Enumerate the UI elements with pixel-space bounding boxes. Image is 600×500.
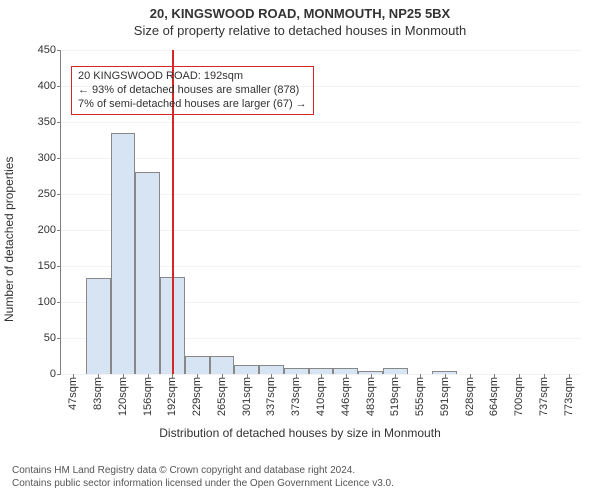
ytick-label: 400 bbox=[38, 80, 61, 92]
ytick-label: 200 bbox=[38, 224, 61, 236]
annotation-box: 20 KINGSWOOD ROAD: 192sqm ← 93% of detac… bbox=[71, 66, 314, 115]
histogram-bar bbox=[234, 365, 259, 374]
x-axis-label: Distribution of detached houses by size … bbox=[0, 426, 600, 440]
xtick-label: 628sqm bbox=[464, 374, 476, 416]
xtick-label: 337sqm bbox=[265, 374, 277, 416]
xtick-label: 737sqm bbox=[538, 374, 550, 416]
gridline bbox=[61, 50, 581, 51]
histogram-bar bbox=[185, 356, 210, 374]
xtick-label: 47sqm bbox=[67, 374, 79, 410]
xtick-label: 83sqm bbox=[92, 374, 104, 410]
gridline bbox=[61, 158, 581, 159]
histogram-bar bbox=[135, 172, 160, 374]
ytick-label: 250 bbox=[38, 188, 61, 200]
ytick-label: 350 bbox=[38, 116, 61, 128]
y-axis-label: Number of detached properties bbox=[2, 157, 16, 322]
attribution-line: Contains public sector information licen… bbox=[12, 477, 394, 490]
xtick-label: 591sqm bbox=[439, 374, 451, 416]
ytick-label: 0 bbox=[50, 368, 61, 380]
xtick-label: 446sqm bbox=[340, 374, 352, 416]
xtick-label: 156sqm bbox=[142, 374, 154, 416]
histogram-bar bbox=[210, 356, 235, 374]
xtick-label: 265sqm bbox=[216, 374, 228, 416]
xtick-label: 192sqm bbox=[166, 374, 178, 416]
xtick-label: 773sqm bbox=[563, 374, 575, 416]
histogram-bar bbox=[86, 278, 111, 374]
xtick-label: 301sqm bbox=[241, 374, 253, 416]
xtick-label: 410sqm bbox=[315, 374, 327, 416]
ytick-label: 50 bbox=[44, 332, 61, 344]
ytick-label: 450 bbox=[38, 44, 61, 56]
chart-container: Number of detached properties 0501001502… bbox=[0, 44, 600, 444]
xtick-label: 664sqm bbox=[488, 374, 500, 416]
page-subtitle: Size of property relative to detached ho… bbox=[0, 21, 600, 38]
attribution: Contains HM Land Registry data © Crown c… bbox=[12, 464, 394, 490]
histogram-bar bbox=[259, 365, 284, 374]
xtick-label: 373sqm bbox=[290, 374, 302, 416]
plot-area: 05010015020025030035040045047sqm83sqm120… bbox=[60, 50, 581, 375]
page-title: 20, KINGSWOOD ROAD, MONMOUTH, NP25 5BX bbox=[0, 0, 600, 21]
annotation-line: 7% of semi-detached houses are larger (6… bbox=[78, 98, 307, 112]
attribution-line: Contains HM Land Registry data © Crown c… bbox=[12, 464, 394, 477]
ytick-label: 150 bbox=[38, 260, 61, 272]
xtick-label: 483sqm bbox=[365, 374, 377, 416]
annotation-line: 20 KINGSWOOD ROAD: 192sqm bbox=[78, 70, 307, 84]
xtick-label: 120sqm bbox=[117, 374, 129, 416]
annotation-line: ← 93% of detached houses are smaller (87… bbox=[78, 84, 307, 98]
xtick-label: 555sqm bbox=[414, 374, 426, 416]
histogram-bar bbox=[111, 133, 136, 374]
ytick-label: 100 bbox=[38, 296, 61, 308]
xtick-label: 519sqm bbox=[389, 374, 401, 416]
xtick-label: 700sqm bbox=[513, 374, 525, 416]
xtick-label: 229sqm bbox=[191, 374, 203, 416]
gridline bbox=[61, 122, 581, 123]
ytick-label: 300 bbox=[38, 152, 61, 164]
